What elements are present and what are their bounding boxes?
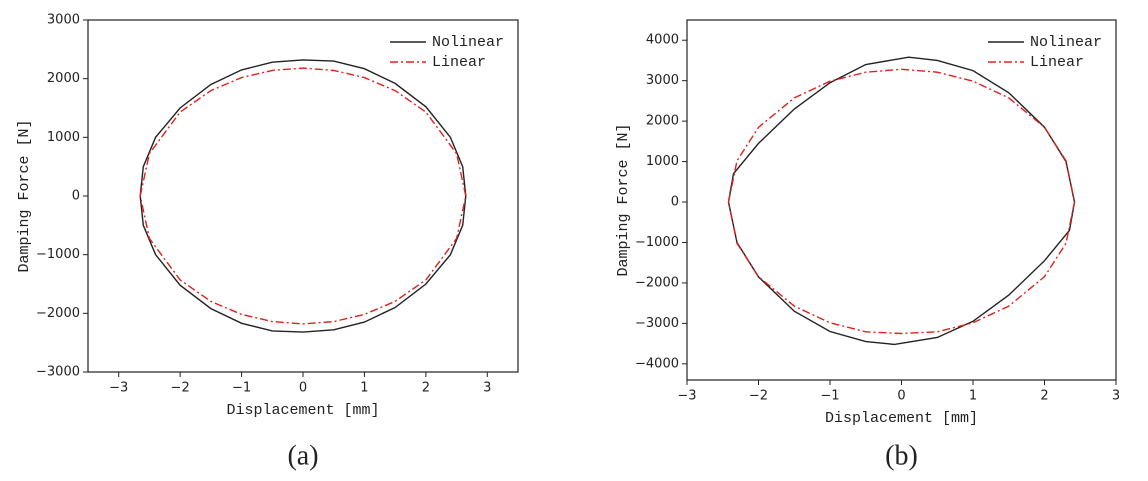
y-tick-label: 1000 [646,154,679,169]
line-series [139,59,467,333]
x-tick-label: 3 [1112,389,1120,404]
y-tick-label: −1000 [635,235,679,250]
plot-frame [87,19,519,373]
chart: −3 −2 −1 0 1 2 3 −3000 −2000 −1000 0 1000 2000 3000 Di… [16,13,519,471]
panel-label: (b) [885,440,918,471]
x-tick-label: −2 [171,381,190,396]
x-tick-label: −3 [677,389,696,404]
y-tick-label: 3000 [47,13,80,28]
line-series [727,56,1076,346]
y-tick-label: 3000 [646,73,679,88]
x-tick-label: 1 [969,389,977,404]
y-tick-label: −2000 [635,275,679,290]
x-tick-label: −3 [109,381,128,396]
y-tick-label: −1000 [36,247,80,262]
x-axis-label: Displacement [mm] [825,410,978,427]
y-tick-label: 1000 [47,130,80,145]
line-series [139,67,467,325]
legend-label: Linear [1030,54,1084,71]
x-tick-label: 0 [299,381,307,396]
y-tick-label: 0 [72,189,80,204]
x-tick-label: −1 [820,389,839,404]
chart: −3 −2 −1 0 1 2 3 −4000 −3000 −2000 −1000 0 1000 2000 3… [615,19,1120,471]
x-tick-label: 0 [897,389,905,404]
x-tick-label: 1 [360,381,368,396]
y-axis-label: Damping Force [N] [615,123,632,276]
x-tick-label: 2 [1040,389,1048,404]
legend-label: Nolinear [1030,34,1102,51]
y-tick-label: 4000 [646,33,679,48]
x-tick-label: 3 [483,381,491,396]
x-tick-label: −2 [749,389,768,404]
plot-frame [686,19,1117,381]
y-tick-label: −3000 [36,365,80,380]
y-axis-label: Damping Force [N] [16,119,33,272]
y-tick-label: 0 [671,195,679,210]
x-tick-label: 2 [422,381,430,396]
x-tick-label: −1 [232,381,251,396]
y-tick-label: −4000 [635,356,679,371]
y-tick-label: 2000 [47,71,80,86]
legend-label: Linear [432,54,486,71]
x-axis-label: Displacement [mm] [226,402,379,419]
y-tick-label: −2000 [36,306,80,321]
y-tick-label: 2000 [646,114,679,129]
legend-label: Nolinear [432,34,504,51]
panel-label: (a) [287,440,318,471]
y-tick-label: −3000 [635,316,679,331]
line-series [727,68,1076,335]
